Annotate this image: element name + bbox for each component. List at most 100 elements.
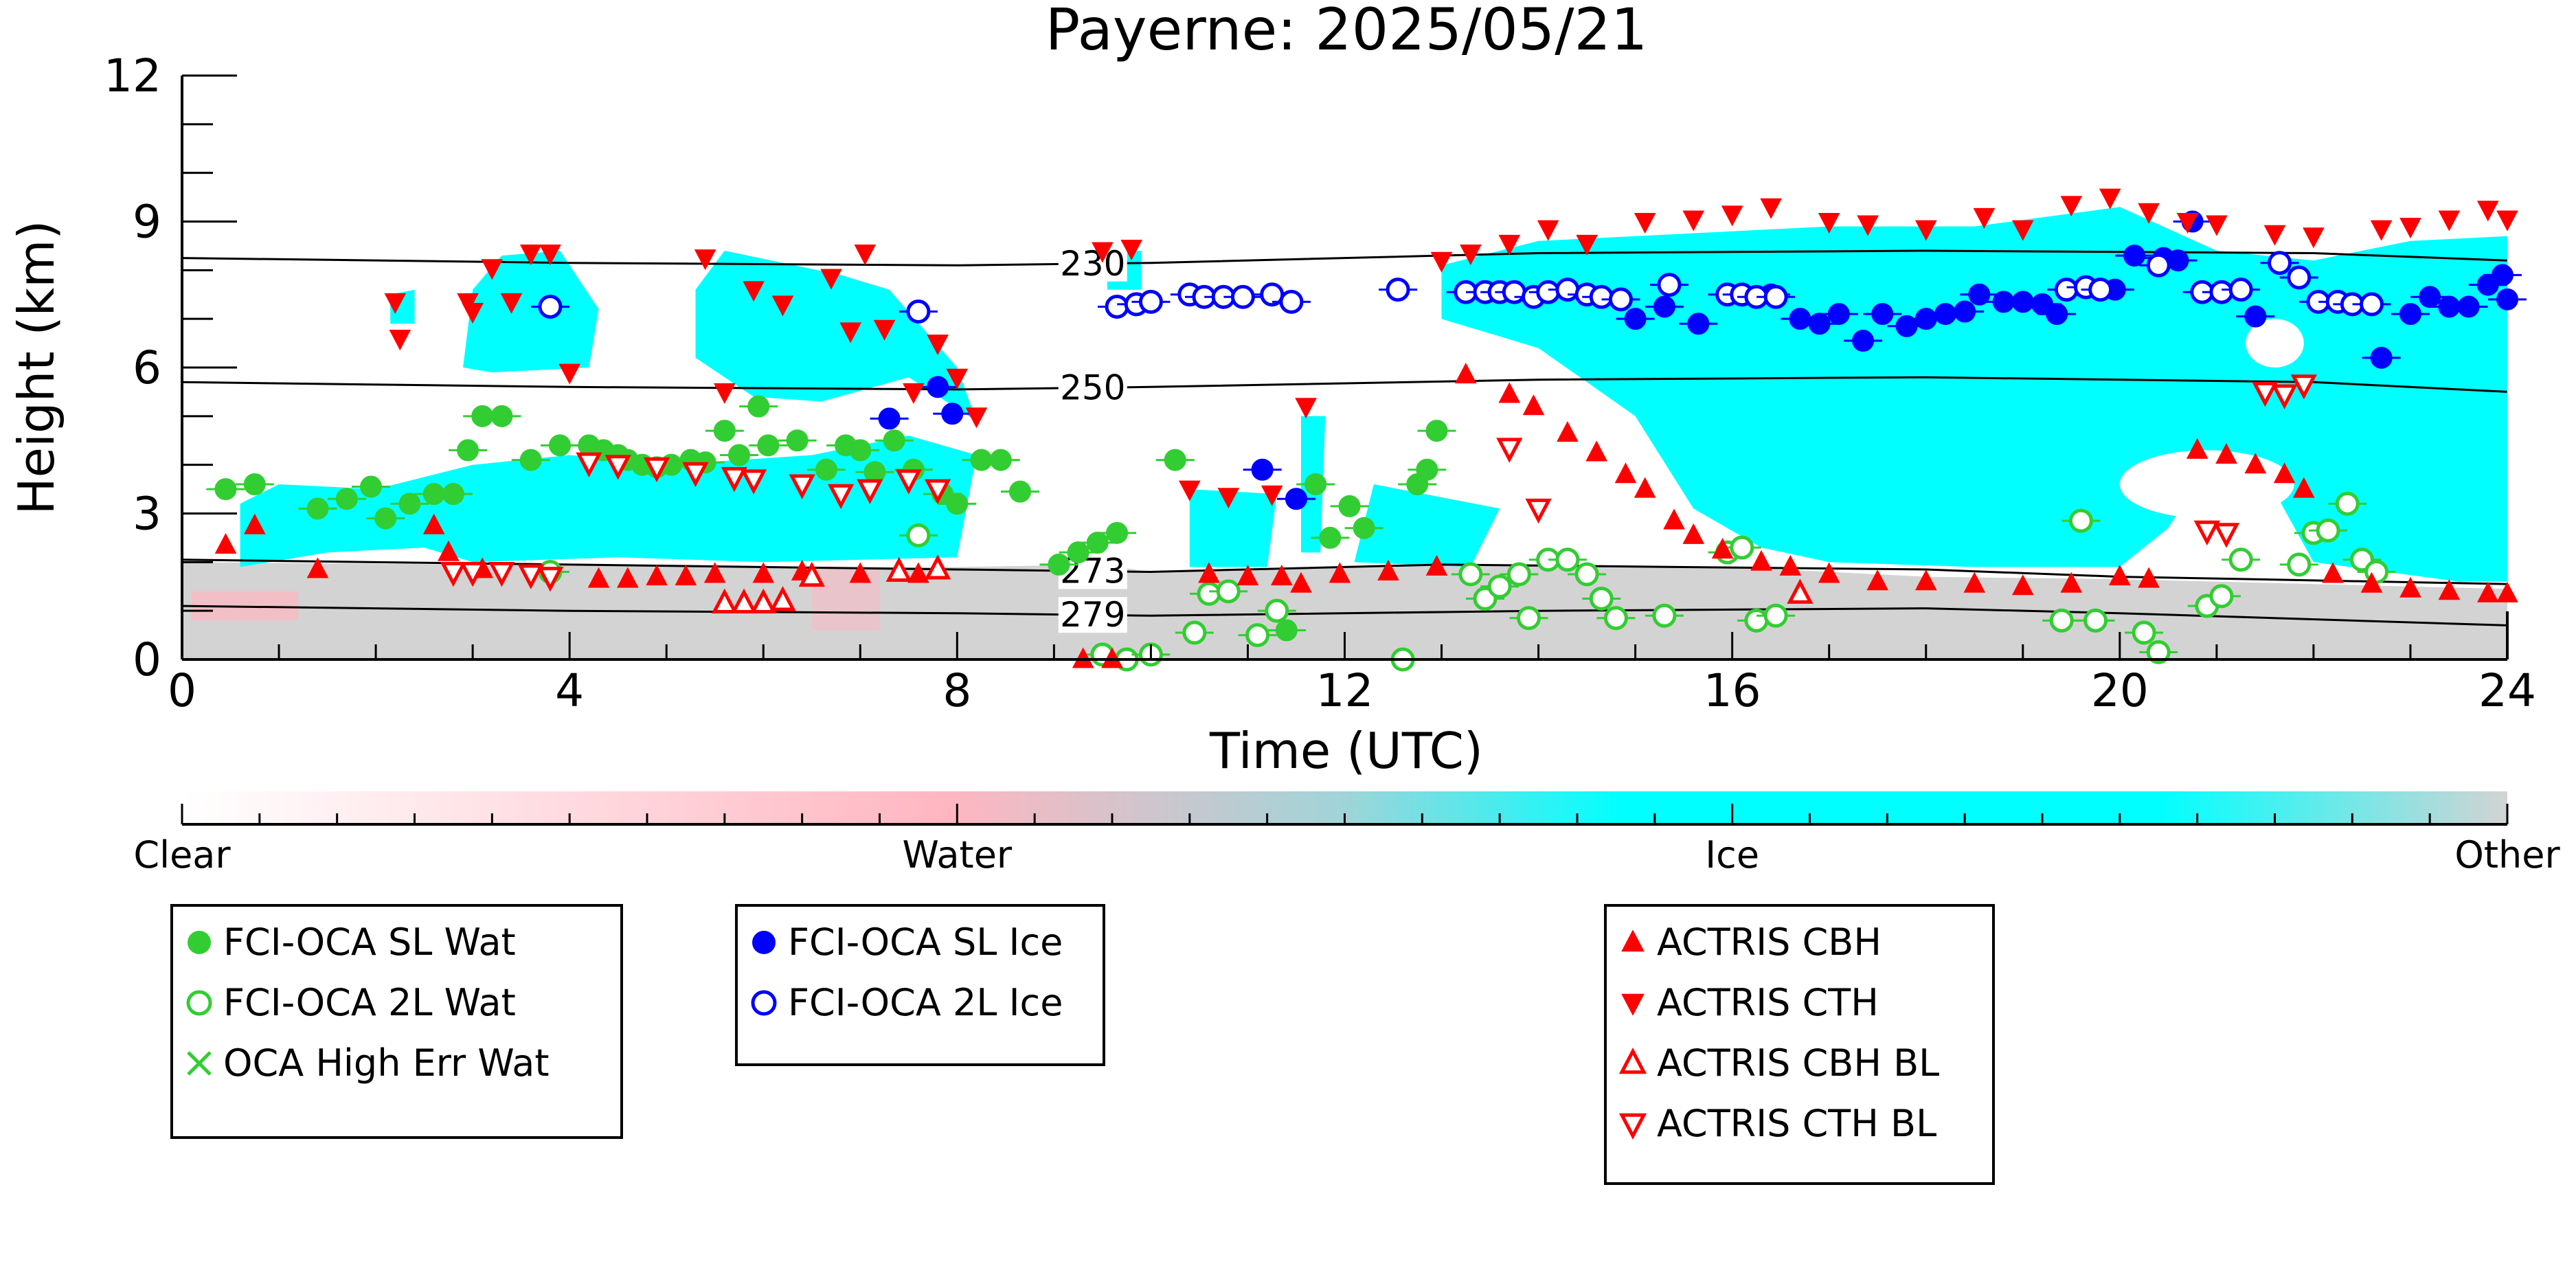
data-point: [500, 293, 523, 314]
axes: 0 4 8 12 16 20 24 0 3 6 9 12: [104, 49, 2536, 717]
data-point: [885, 556, 912, 582]
data-point: [1574, 562, 1599, 587]
data-point: [2419, 286, 2441, 308]
legend-label: ACTRIS CBH: [1657, 920, 1882, 964]
data-point: [1973, 207, 1996, 229]
series-actris-cth: [384, 188, 2518, 509]
legend-label: ACTRIS CTH BL: [1657, 1102, 1936, 1145]
data-point: [815, 458, 837, 481]
data-point: [703, 562, 726, 583]
data-point: [721, 466, 748, 493]
data-point: [1968, 283, 1991, 306]
data-point: [946, 493, 969, 515]
legend-label: FCI-OCA SL Ice: [788, 920, 1063, 964]
series-actris-cbh-bl: [711, 554, 1814, 613]
data-point: [1634, 213, 1656, 234]
data-point: [519, 449, 542, 471]
data-point: [1537, 220, 1559, 241]
data-point: [924, 479, 951, 504]
data-point: [2209, 584, 2234, 609]
data-point: [2316, 518, 2340, 543]
ice-region: [1189, 489, 1277, 567]
data-point: [827, 484, 855, 510]
contour-label-bg: [1058, 245, 1127, 282]
data-point: [2263, 225, 2286, 246]
data-point: [713, 383, 736, 404]
legend-item: OCA High Err Wat: [187, 1041, 550, 1085]
data-point: [1454, 363, 1477, 384]
data-point: [1589, 586, 1614, 611]
x-tick-label: 20: [2091, 664, 2149, 717]
data-point: [1744, 608, 1769, 633]
data-point: [438, 540, 460, 561]
data-point: [2399, 576, 2421, 598]
y-tick-label: 9: [133, 196, 161, 249]
data-point: [335, 488, 358, 510]
contour-label-bg: [1058, 597, 1127, 633]
data-point: [2046, 303, 2068, 326]
data-point: [1818, 562, 1840, 583]
data-point: [2068, 508, 2093, 533]
data-point: [857, 479, 883, 504]
data-point: [927, 335, 949, 356]
data-point: [2268, 251, 2292, 275]
data-point: [924, 554, 951, 580]
data-point: [2146, 253, 2171, 278]
data-point: [1230, 284, 1255, 309]
data-point: [2206, 215, 2228, 236]
data-point: [2496, 210, 2518, 231]
data-point: [1338, 495, 1361, 517]
contour-label: 250: [1060, 368, 1125, 407]
data-point: [2083, 608, 2108, 633]
data-point: [643, 457, 670, 483]
data-point: [2457, 295, 2480, 318]
y-tick-label: 12: [104, 49, 161, 102]
y-tick-label: 3: [133, 488, 161, 541]
data-point: [2088, 278, 2113, 302]
data-point: [2244, 453, 2267, 474]
data-point: [883, 429, 905, 452]
legend-item: FCI-OCA SL Wat: [188, 920, 516, 964]
legend-label: ACTRIS CBH BL: [1657, 1041, 1939, 1085]
x-tick-label: 8: [942, 664, 971, 717]
data-point: [2491, 264, 2513, 286]
data-point: [1895, 315, 1918, 337]
data-point: [2273, 462, 2296, 484]
data-point: [214, 532, 237, 554]
data-point: [587, 567, 610, 588]
data-point: [1652, 603, 1677, 628]
data-point: [1557, 421, 1579, 442]
data-point: [1536, 280, 1561, 304]
data-point: [1067, 541, 1089, 564]
data-point: [989, 449, 1012, 471]
data-point: [214, 478, 237, 501]
data-point: [1498, 382, 1521, 403]
data-point: [1634, 477, 1656, 498]
data-point: [906, 300, 931, 324]
legend-label: FCI-OCA 2L Ice: [788, 981, 1063, 1024]
data-point: [854, 245, 877, 266]
data-point: [2060, 196, 2083, 217]
data-point: [771, 295, 794, 317]
legend-item: ACTRIS CBH BL: [1618, 1041, 1939, 1085]
data-point: [457, 439, 479, 462]
data-point: [2215, 442, 2237, 464]
data-point: [2370, 346, 2393, 369]
data-point: [1164, 449, 1186, 471]
data-point: [820, 269, 842, 290]
data-point: [1106, 521, 1129, 544]
data-point: [1730, 535, 1754, 560]
data-point: [941, 403, 964, 425]
data-point: [646, 565, 668, 586]
data-point: [903, 383, 925, 404]
data-point: [2123, 245, 2145, 267]
data-markers: [206, 188, 2527, 672]
data-point: [1808, 313, 1831, 335]
data-point: [1657, 273, 1682, 297]
contour-230: [181, 249, 2508, 267]
series-actris-cbh: [214, 363, 2518, 668]
data-point: [2167, 249, 2189, 272]
data-point: [1425, 554, 1448, 576]
